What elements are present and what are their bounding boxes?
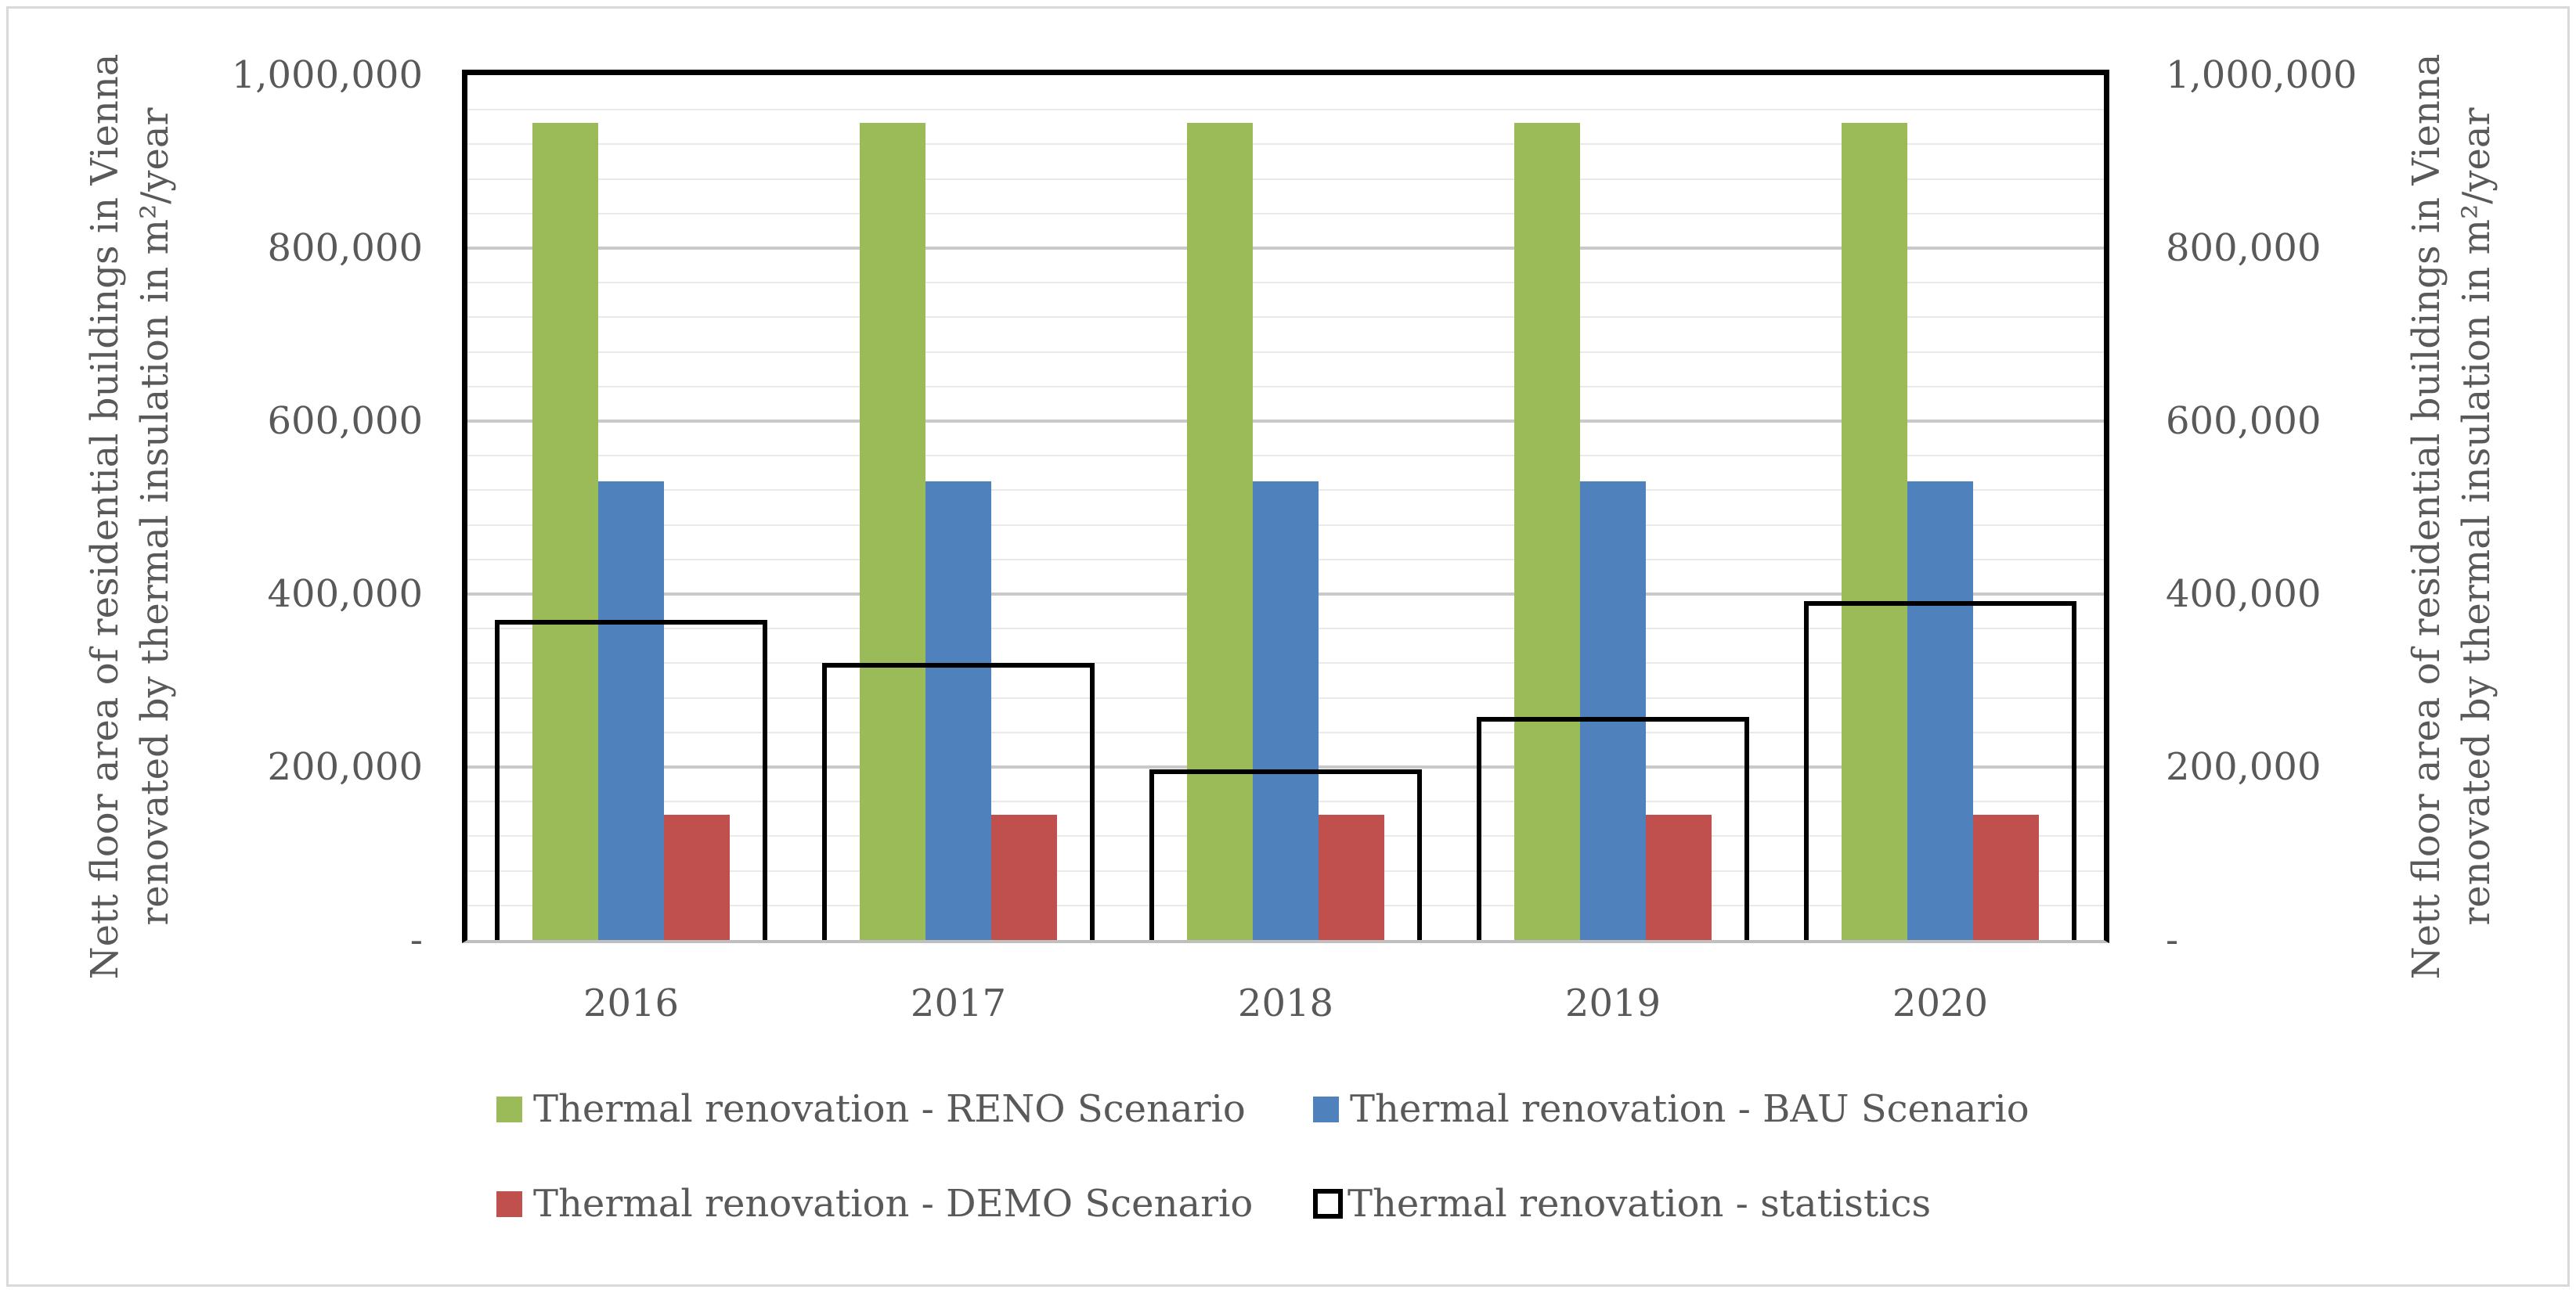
- bar-bau-2018: [1253, 481, 1319, 940]
- major-gridline: [467, 247, 2104, 250]
- legend-label-reno: Thermal renovation - RENO Scenario: [533, 1087, 1246, 1131]
- minor-gridline: [467, 109, 2104, 110]
- right-ytick-label: 800,000: [2166, 226, 2322, 270]
- left-ytick-label: -: [409, 918, 423, 962]
- xtick-label-2017: 2017: [910, 981, 1007, 1025]
- plot-area: [467, 75, 2104, 940]
- minor-gridline: [467, 213, 2104, 214]
- right-axis-title: Nett floor area of residential buildings…: [2401, 54, 2502, 980]
- left-axis-title-line1: Nett floor area of residential buildings…: [83, 53, 127, 980]
- xtick-label-2019: 2019: [1564, 981, 1661, 1025]
- legend-marker-reno: [496, 1097, 522, 1122]
- bar-bau-2020: [1907, 481, 1973, 940]
- legend-marker-demo: [496, 1191, 522, 1217]
- minor-gridline: [467, 351, 2104, 353]
- bar-statistics-2017: [822, 663, 1095, 940]
- bar-demo-2019: [1646, 815, 1712, 940]
- left-ytick-label: 400,000: [267, 572, 424, 616]
- left-ytick-label: 800,000: [267, 226, 424, 270]
- bar-reno-2016: [532, 123, 598, 940]
- legend-marker-statistics: [1313, 1189, 1343, 1219]
- bar-reno-2017: [860, 123, 925, 940]
- minor-gridline: [467, 316, 2104, 318]
- bar-statistics-2018: [1149, 769, 1422, 940]
- bar-bau-2017: [925, 481, 991, 940]
- minor-gridline: [467, 455, 2104, 456]
- right-ytick-label: 600,000: [2166, 399, 2322, 443]
- left-axis-title: Nett floor area of residential buildings…: [80, 54, 180, 980]
- right-ytick-label: 400,000: [2166, 572, 2322, 616]
- right-ytick-label: 1,000,000: [2166, 53, 2358, 97]
- bar-statistics-2020: [1804, 601, 2076, 940]
- minor-gridline: [467, 386, 2104, 387]
- bar-demo-2018: [1319, 815, 1384, 940]
- bar-demo-2017: [991, 815, 1057, 940]
- bar-demo-2016: [664, 815, 730, 940]
- right-ytick-label: -: [2166, 918, 2179, 962]
- legend-label-bau: Thermal renovation - BAU Scenario: [1350, 1087, 2029, 1131]
- minor-gridline: [467, 143, 2104, 145]
- bar-reno-2019: [1514, 123, 1580, 940]
- right-ytick-label: 200,000: [2166, 745, 2322, 789]
- bar-bau-2019: [1580, 481, 1646, 940]
- left-ytick-label: 1,000,000: [231, 53, 423, 97]
- bar-bau-2016: [598, 481, 664, 940]
- left-ytick-label: 200,000: [267, 745, 424, 789]
- minor-gridline: [467, 282, 2104, 283]
- legend-label-demo: Thermal renovation - DEMO Scenario: [533, 1182, 1254, 1226]
- right-axis-title-line2: renovated by thermal insulation in m²/ye…: [2455, 107, 2498, 926]
- legend-label-statistics: Thermal renovation - statistics: [1348, 1182, 1932, 1226]
- minor-gridline: [467, 178, 2104, 180]
- xtick-label-2020: 2020: [1892, 981, 1989, 1025]
- left-axis-title-line2: renovated by thermal insulation in m²/ye…: [133, 107, 177, 926]
- major-gridline: [467, 420, 2104, 423]
- left-ytick-label: 600,000: [267, 399, 424, 443]
- bar-demo-2020: [1973, 815, 2039, 940]
- bar-reno-2020: [1842, 123, 1907, 940]
- xtick-label-2016: 2016: [583, 981, 680, 1025]
- bar-statistics-2016: [495, 620, 767, 940]
- xtick-label-2018: 2018: [1237, 981, 1334, 1025]
- right-axis-title-line1: Nett floor area of residential buildings…: [2405, 53, 2448, 980]
- bar-reno-2018: [1187, 123, 1253, 940]
- bar-statistics-2019: [1477, 717, 1749, 940]
- legend-marker-bau: [1313, 1097, 1339, 1122]
